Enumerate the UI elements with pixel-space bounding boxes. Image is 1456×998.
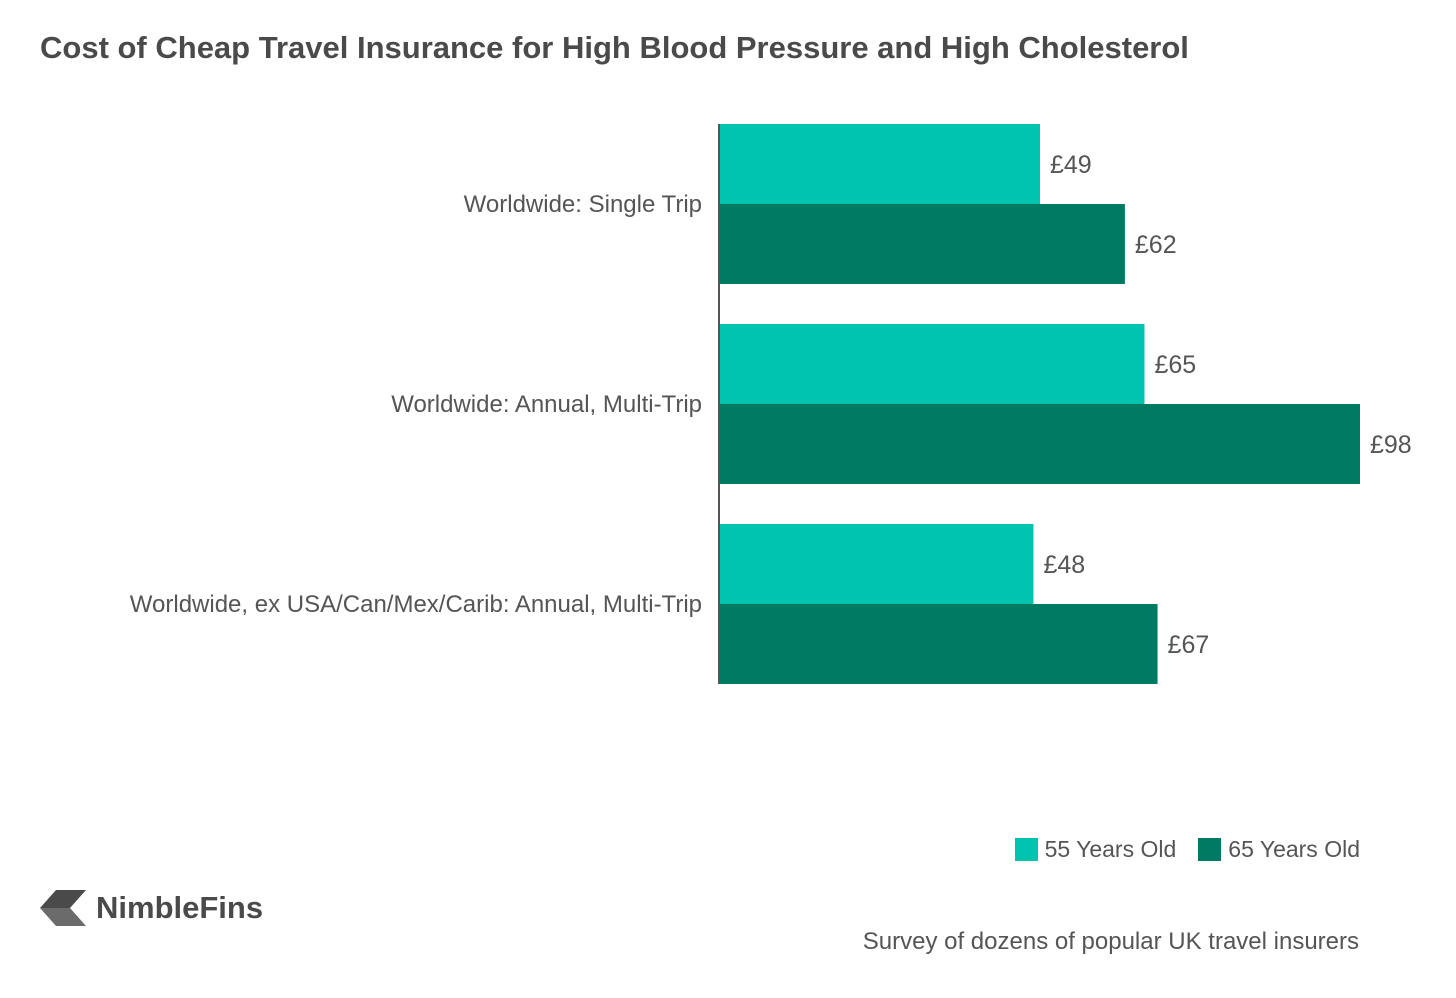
legend-item-55: 55 Years Old bbox=[1014, 836, 1177, 863]
legend-label-55: 55 Years Old bbox=[1044, 836, 1177, 862]
bar-2-0 bbox=[720, 524, 1034, 604]
data-label-1-1: £98 bbox=[1370, 431, 1412, 459]
nimblefins-chevron-icon bbox=[40, 890, 86, 926]
category-label-2: Worldwide, ex USA/Can/Mex/Carib: Annual,… bbox=[130, 591, 702, 618]
data-label-0-0: £49 bbox=[1050, 151, 1092, 179]
data-label-2-0: £48 bbox=[1043, 551, 1085, 579]
legend-label-65: 65 Years Old bbox=[1228, 836, 1360, 862]
bar-0-1 bbox=[720, 204, 1125, 284]
data-label-0-1: £62 bbox=[1135, 231, 1177, 259]
bar-1-1 bbox=[720, 404, 1360, 484]
chart-legend: 55 Years Old 65 Years Old bbox=[993, 836, 1360, 863]
bar-2-1 bbox=[720, 604, 1158, 684]
source-note: Survey of dozens of popular UK travel in… bbox=[862, 928, 1359, 955]
legend-swatch-65 bbox=[1198, 838, 1222, 861]
brand-logo-text: NimbleFins bbox=[96, 890, 264, 925]
data-label-1-0: £65 bbox=[1154, 351, 1196, 379]
bar-chart: Worldwide: Single Trip £49 £62 Worldwide: A… bbox=[130, 124, 1412, 684]
category-label-0: Worldwide: Single Trip bbox=[464, 191, 702, 218]
legend-swatch-55 bbox=[1014, 838, 1038, 861]
bar-1-0 bbox=[720, 324, 1145, 404]
chart-title: Cost of Cheap Travel Insurance for High … bbox=[40, 30, 1189, 65]
data-label-2-1: £67 bbox=[1168, 631, 1210, 659]
bar-0-0 bbox=[720, 124, 1040, 204]
legend-item-65: 65 Years Old bbox=[1198, 836, 1360, 863]
category-label-1: Worldwide: Annual, Multi-Trip bbox=[391, 391, 702, 418]
brand-logo: NimbleFins bbox=[40, 890, 263, 926]
